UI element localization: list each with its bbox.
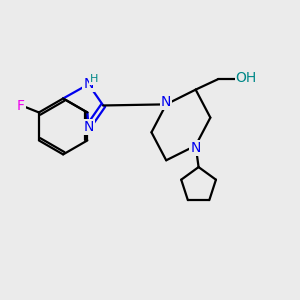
Text: H: H <box>90 74 98 84</box>
Text: OH: OH <box>236 71 257 85</box>
Text: N: N <box>190 141 201 154</box>
Text: F: F <box>17 99 25 113</box>
Text: N: N <box>161 95 171 109</box>
Text: N: N <box>83 77 94 91</box>
Text: N: N <box>83 120 94 134</box>
